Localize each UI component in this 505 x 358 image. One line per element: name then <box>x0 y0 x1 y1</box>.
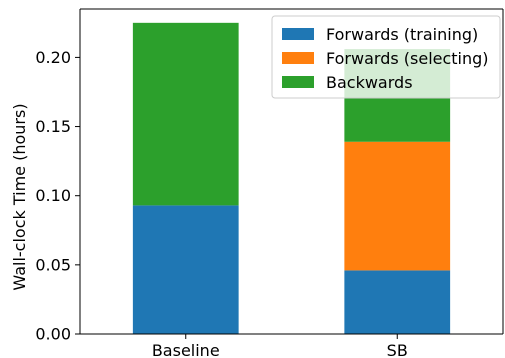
legend-swatch <box>282 76 314 88</box>
y-tick-label: 0.05 <box>35 255 71 274</box>
bar-sb-series-0 <box>344 270 451 334</box>
legend-label: Forwards (selecting) <box>326 49 489 68</box>
y-tick-label: 0.20 <box>35 48 71 67</box>
x-tick-label: SB <box>387 341 408 358</box>
legend-swatch <box>282 52 314 64</box>
bar-sb-series-1 <box>344 141 451 271</box>
x-tick-label: Baseline <box>152 341 220 358</box>
axes-group <box>79 8 504 335</box>
y-tick-label: 0.10 <box>35 186 71 205</box>
legend-label: Backwards <box>326 73 413 92</box>
bar-baseline-series-2 <box>132 22 239 206</box>
legend-label: Forwards (training) <box>326 25 478 44</box>
legend-box <box>271 15 501 99</box>
legend-swatch <box>282 28 314 40</box>
y-tick-label: 0.15 <box>35 117 71 136</box>
y-axis-title: Wall-clock Time (hours) <box>10 103 29 290</box>
bar-baseline-series-0 <box>132 205 239 334</box>
y-tick-label: 0.00 <box>35 325 71 344</box>
legend: Forwards (training) Forwards (selecting) B… <box>271 15 501 99</box>
ticks-group: 0.00 0.05 0.10 0.15 0.20 Baseline SB <box>35 48 407 358</box>
